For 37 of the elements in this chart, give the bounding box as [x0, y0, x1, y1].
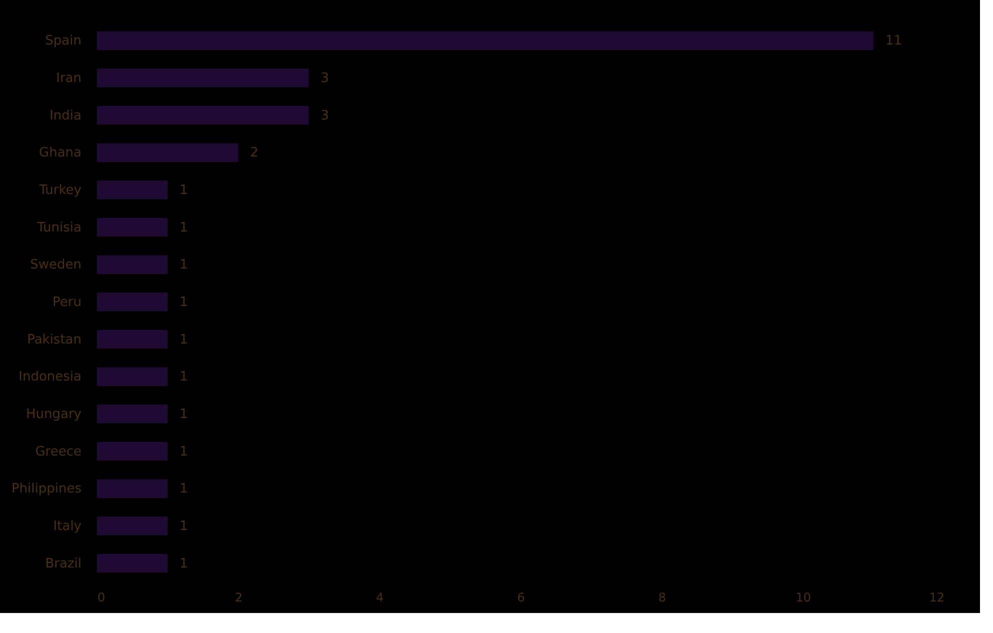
data-label: 1	[180, 220, 188, 236]
y-tick-label: Indonesia	[18, 370, 82, 385]
y-tick-label: Italy	[53, 519, 82, 534]
y-tick-label: Peru	[52, 295, 82, 310]
data-label: 1	[180, 295, 188, 310]
data-label: 1	[180, 370, 188, 385]
x-tick-label: 10	[796, 590, 811, 604]
y-tick-label: Spain	[45, 34, 82, 49]
y-tick-label: Iran	[56, 71, 82, 86]
y-tick-label: Greece	[35, 444, 82, 460]
y-tick-label: Sweden	[30, 258, 82, 273]
x-tick-label: 12	[929, 590, 944, 604]
data-label: 1	[180, 519, 188, 534]
y-tick-label: Turkey	[38, 183, 82, 198]
x-tick-label: 0	[98, 590, 106, 604]
data-label: 1	[180, 556, 188, 572]
x-tick-label: 8	[658, 590, 666, 604]
x-tick-label: 2	[234, 590, 242, 604]
y-tick-label: India	[50, 108, 82, 124]
y-tick-label: Tunisia	[36, 220, 82, 236]
data-label: 1	[180, 407, 188, 422]
data-label: 1	[180, 332, 188, 348]
data-label: 11	[885, 34, 902, 49]
y-tick-label: Ghana	[39, 146, 82, 161]
data-label: 1	[180, 444, 188, 460]
data-label: 3	[320, 71, 330, 86]
y-tick-label: Philippines	[11, 482, 82, 497]
data-label: 1	[180, 482, 188, 497]
y-tick-label: Pakistan	[27, 332, 82, 348]
data-label: 1	[180, 258, 188, 273]
data-label: 1	[180, 183, 188, 198]
y-tick-label: Brazil	[45, 556, 82, 572]
x-tick-label: 4	[376, 590, 384, 604]
data-label: 3	[320, 108, 330, 124]
y-tick-label: Hungary	[26, 407, 82, 422]
x-tick-label: 6	[517, 590, 525, 604]
data-label: 2	[250, 146, 258, 161]
